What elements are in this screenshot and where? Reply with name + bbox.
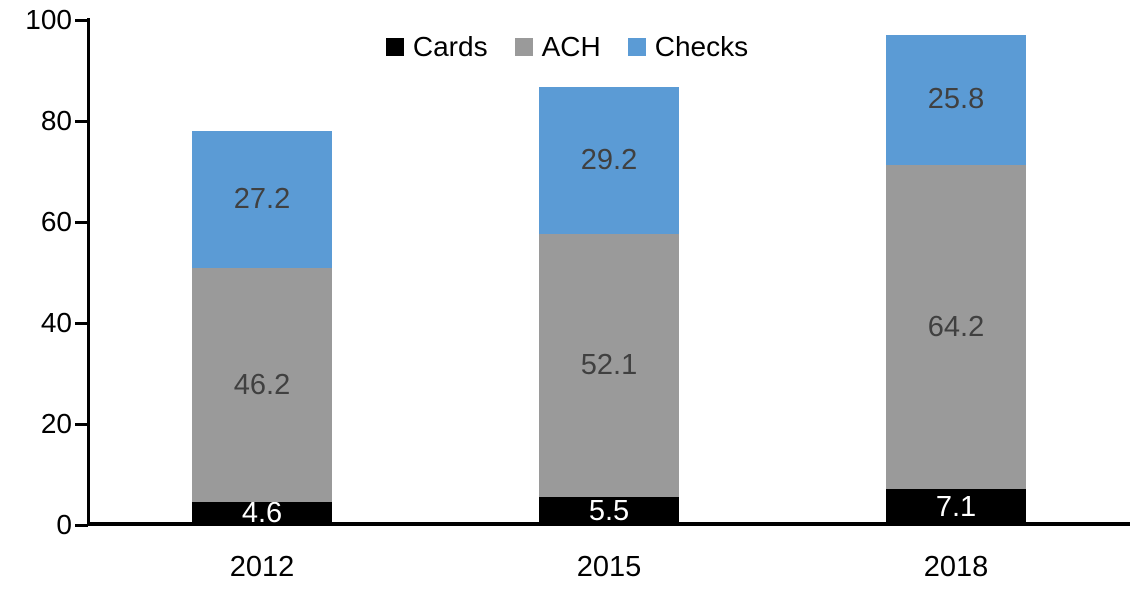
x-axis-category-label: 2012 bbox=[229, 551, 295, 583]
y-axis-tick bbox=[75, 524, 88, 527]
bar-value-label: 4.6 bbox=[241, 496, 283, 529]
x-axis-category-label: 2018 bbox=[923, 551, 989, 583]
y-axis-line bbox=[87, 18, 90, 526]
y-axis-tick-label: 20 bbox=[40, 408, 72, 439]
bar-segment-cards-2015: 5.5 bbox=[539, 494, 679, 527]
legend-item-checks: Checks bbox=[627, 31, 749, 62]
y-axis-tick-label: 40 bbox=[40, 307, 72, 338]
y-axis-tick bbox=[75, 19, 88, 22]
y-axis-tick bbox=[75, 120, 88, 123]
bar-value-label: 5.5 bbox=[588, 494, 630, 527]
legend-label: ACH bbox=[541, 31, 601, 62]
bar-value-label: 27.2 bbox=[233, 183, 291, 216]
y-axis-tick-label: 80 bbox=[40, 105, 72, 136]
legend-item-cards: Cards bbox=[385, 31, 488, 62]
bar-value-label: 64.2 bbox=[927, 310, 985, 343]
bar-segment-checks-2012: 27.2 bbox=[192, 131, 332, 269]
bar-segment-ach-2012: 46.2 bbox=[192, 268, 332, 502]
bar-segment-ach-2015: 52.1 bbox=[539, 234, 679, 498]
legend-swatch-ach bbox=[514, 38, 533, 56]
bar-value-label: 7.1 bbox=[935, 490, 977, 523]
y-axis-tick-label: 60 bbox=[40, 206, 72, 237]
y-axis-tick-label: 0 bbox=[56, 509, 72, 540]
legend-swatch-checks bbox=[627, 38, 646, 56]
bar-segment-checks-2018: 25.8 bbox=[886, 34, 1026, 165]
y-axis-tick bbox=[75, 221, 88, 224]
legend-label: Cards bbox=[412, 31, 488, 62]
bar-segment-cards-2018: 7.1 bbox=[886, 489, 1026, 525]
y-axis-tick-label: 100 bbox=[25, 4, 72, 35]
y-axis-tick bbox=[75, 322, 88, 325]
bar-segment-checks-2015: 29.2 bbox=[539, 86, 679, 235]
bar-value-label: 46.2 bbox=[233, 368, 291, 401]
x-axis-category-label: 2015 bbox=[576, 551, 642, 583]
legend-swatch-cards bbox=[385, 38, 404, 56]
bar-segment-cards-2012: 4.6 bbox=[192, 496, 332, 529]
bar-value-label: 52.1 bbox=[580, 349, 638, 382]
bar-value-label: 29.2 bbox=[580, 143, 638, 176]
legend-label: Checks bbox=[654, 31, 749, 62]
bar-segment-ach-2018: 64.2 bbox=[886, 164, 1026, 490]
bar-value-label: 25.8 bbox=[927, 83, 985, 116]
legend-item-ach: ACH bbox=[514, 31, 601, 62]
y-axis-tick bbox=[75, 423, 88, 426]
chart-legend: Cards ACH Checks bbox=[0, 33, 1134, 61]
